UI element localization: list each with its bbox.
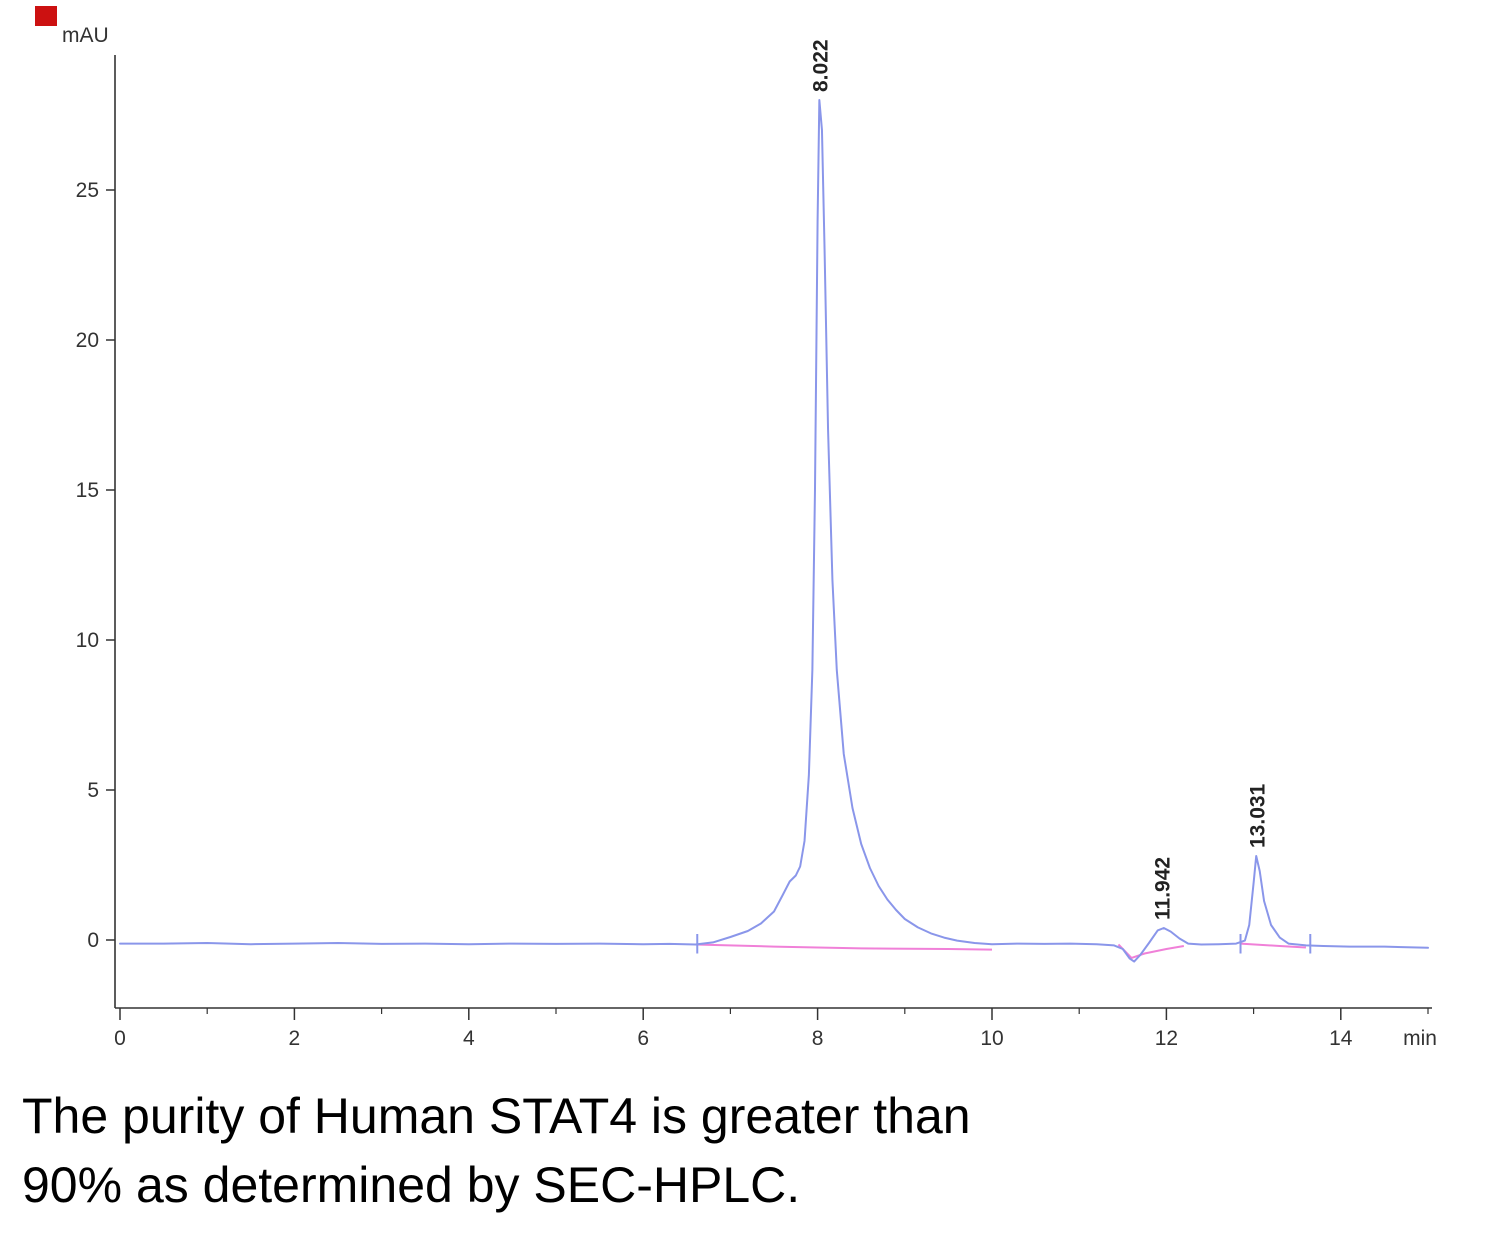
y-tick-label: 20 bbox=[76, 329, 99, 352]
x-tick-label: 8 bbox=[812, 1027, 824, 1050]
peak-label: 8.022 bbox=[810, 39, 833, 92]
x-tick-label: 10 bbox=[980, 1027, 1003, 1050]
peak-label: 13.031 bbox=[1246, 783, 1269, 848]
x-axis-unit-label: min bbox=[1403, 1027, 1437, 1050]
chromatogram-container: 0 5 10 15 20 25 mAU 0 2 4 6 8 10 12 14 min 8.022 11.942 13… bbox=[62, 24, 1437, 1050]
trace-line bbox=[119, 99, 1429, 963]
x-tick-label: 2 bbox=[289, 1027, 301, 1050]
x-tick-label: 12 bbox=[1155, 1027, 1178, 1050]
caption-line-2: 90% as determined by SEC-HPLC. bbox=[22, 1157, 801, 1213]
caption: The purity of Human STAT4 is greater tha… bbox=[22, 1082, 1442, 1220]
y-tick-label: 10 bbox=[76, 629, 99, 652]
peak-label: 11.942 bbox=[1151, 857, 1174, 920]
integration-baseline bbox=[1240, 942, 1306, 949]
x-tick-label: 6 bbox=[637, 1027, 649, 1050]
caption-line-1: The purity of Human STAT4 is greater tha… bbox=[22, 1088, 971, 1144]
y-tick-label: 0 bbox=[87, 929, 99, 952]
x-tick-label: 0 bbox=[114, 1027, 126, 1050]
chromatogram-plot: 0 5 10 15 20 25 mAU 0 2 4 6 8 10 12 14 min 8.022 11.942 13… bbox=[62, 24, 1437, 1050]
y-axis-unit-label: mAU bbox=[62, 24, 109, 47]
integration-baseline bbox=[695, 943, 993, 951]
y-tick-label: 25 bbox=[76, 179, 99, 202]
y-tick-label: 15 bbox=[76, 479, 99, 502]
red-corner-mark bbox=[35, 6, 57, 26]
x-tick-label: 14 bbox=[1329, 1027, 1353, 1050]
x-tick-label: 4 bbox=[463, 1027, 475, 1050]
y-tick-label: 5 bbox=[87, 779, 99, 802]
